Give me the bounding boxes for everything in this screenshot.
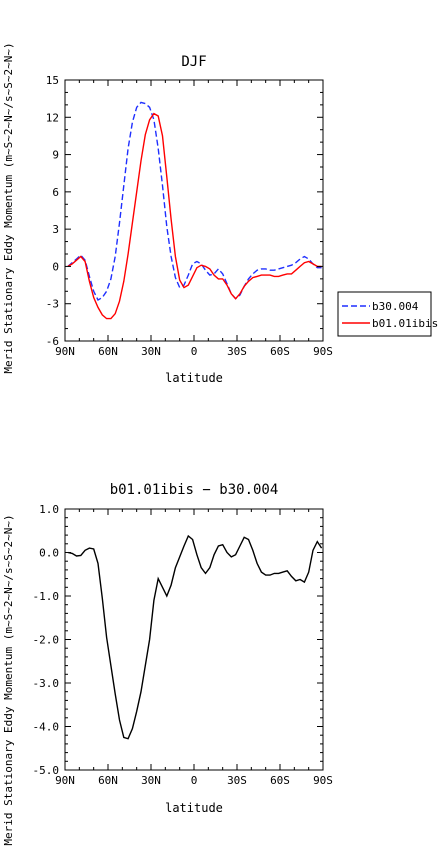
x-tick-label: 30N <box>141 774 161 787</box>
x-tick-label: 30S <box>227 774 247 787</box>
series-line-b30-004 <box>67 101 322 301</box>
x-tick-label: 90N <box>55 345 75 358</box>
y-tick-label: 0.0 <box>39 547 59 560</box>
y-tick-label: -3 <box>46 298 59 311</box>
y-tick-label: -5.0 <box>33 764 60 777</box>
y-tick-label: -4.0 <box>33 721 60 734</box>
y-tick-label: -3.0 <box>33 677 60 690</box>
x-tick-label: 0 <box>191 774 198 787</box>
x-tick-label: 60N <box>98 774 118 787</box>
x-tick-label: 90S <box>313 774 333 787</box>
legend: b30.004 b01.01ibis <box>337 291 438 337</box>
bottom-y-axis-label: Merid Stationary Eddy Momentum (m~S~2~N~… <box>2 514 15 845</box>
y-tick-label: 9 <box>52 149 59 162</box>
y-tick-label: 0 <box>52 260 59 273</box>
y-tick-label: 3 <box>52 223 59 236</box>
y-tick-label: -6 <box>46 335 59 348</box>
x-tick-label: 30N <box>141 345 161 358</box>
bottom-panel: b01.01ibis − b30.004 Merid Stationary Ed… <box>2 482 333 846</box>
legend-box <box>337 291 432 337</box>
x-tick-label: 0 <box>191 345 198 358</box>
y-tick-label: 6 <box>52 186 59 199</box>
x-tick-label: 60S <box>270 345 290 358</box>
top-panel: DJF Merid Stationary Eddy Momentum (m~S~… <box>2 42 333 385</box>
x-tick-label: 90N <box>55 774 75 787</box>
y-tick-label: 12 <box>46 111 59 124</box>
y-tick-label: -2.0 <box>33 634 60 647</box>
x-tick-label: 90S <box>313 345 333 358</box>
top-plot-frame <box>64 79 324 342</box>
top-x-axis-label: latitude <box>165 371 223 385</box>
y-tick-label: -1.0 <box>33 590 60 603</box>
bottom-plot-frame <box>64 508 324 771</box>
x-tick-label: 30S <box>227 345 247 358</box>
top-y-axis-label: Merid Stationary Eddy Momentum (m~S~2~N~… <box>2 42 15 373</box>
y-tick-label: 1.0 <box>39 503 59 516</box>
y-tick-label: 15 <box>46 74 59 87</box>
x-tick-label: 60S <box>270 774 290 787</box>
bottom-x-axis-label: latitude <box>165 801 223 815</box>
top-chart-title: DJF <box>181 54 206 70</box>
x-tick-label: 60N <box>98 345 118 358</box>
legend-label-b01-01ibis: b01.01ibis <box>372 317 438 330</box>
bottom-chart-title: b01.01ibis − b30.004 <box>110 482 279 498</box>
legend-label-b30-004: b30.004 <box>372 300 419 313</box>
series-line-difference <box>67 534 323 740</box>
series-line-b01-01ibis <box>67 112 322 320</box>
